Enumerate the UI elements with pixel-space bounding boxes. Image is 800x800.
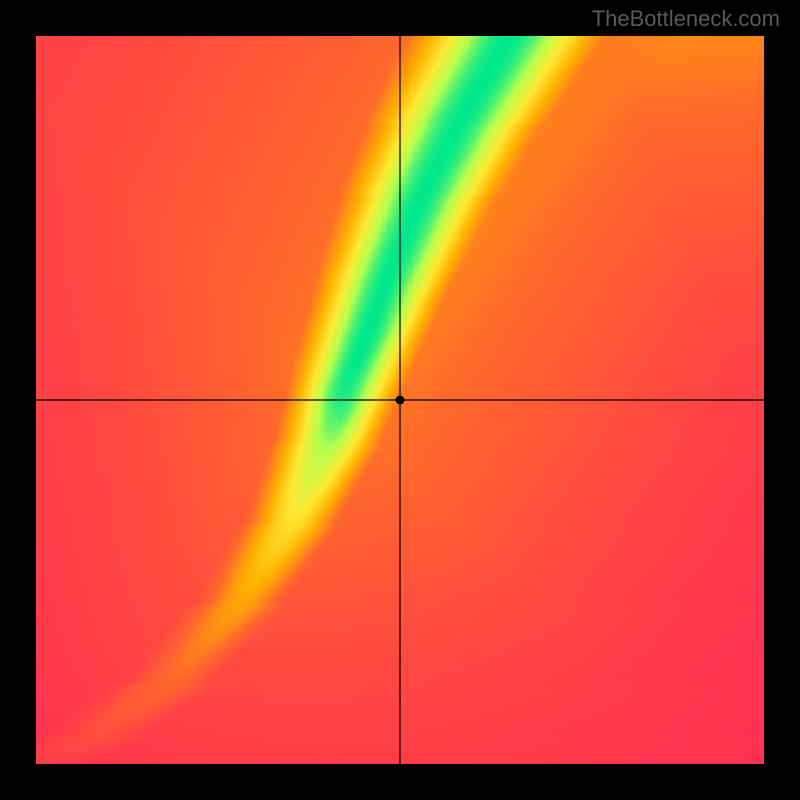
bottleneck-heatmap xyxy=(36,36,764,764)
watermark-text: TheBottleneck.com xyxy=(592,6,780,32)
figure-container: TheBottleneck.com xyxy=(0,0,800,800)
